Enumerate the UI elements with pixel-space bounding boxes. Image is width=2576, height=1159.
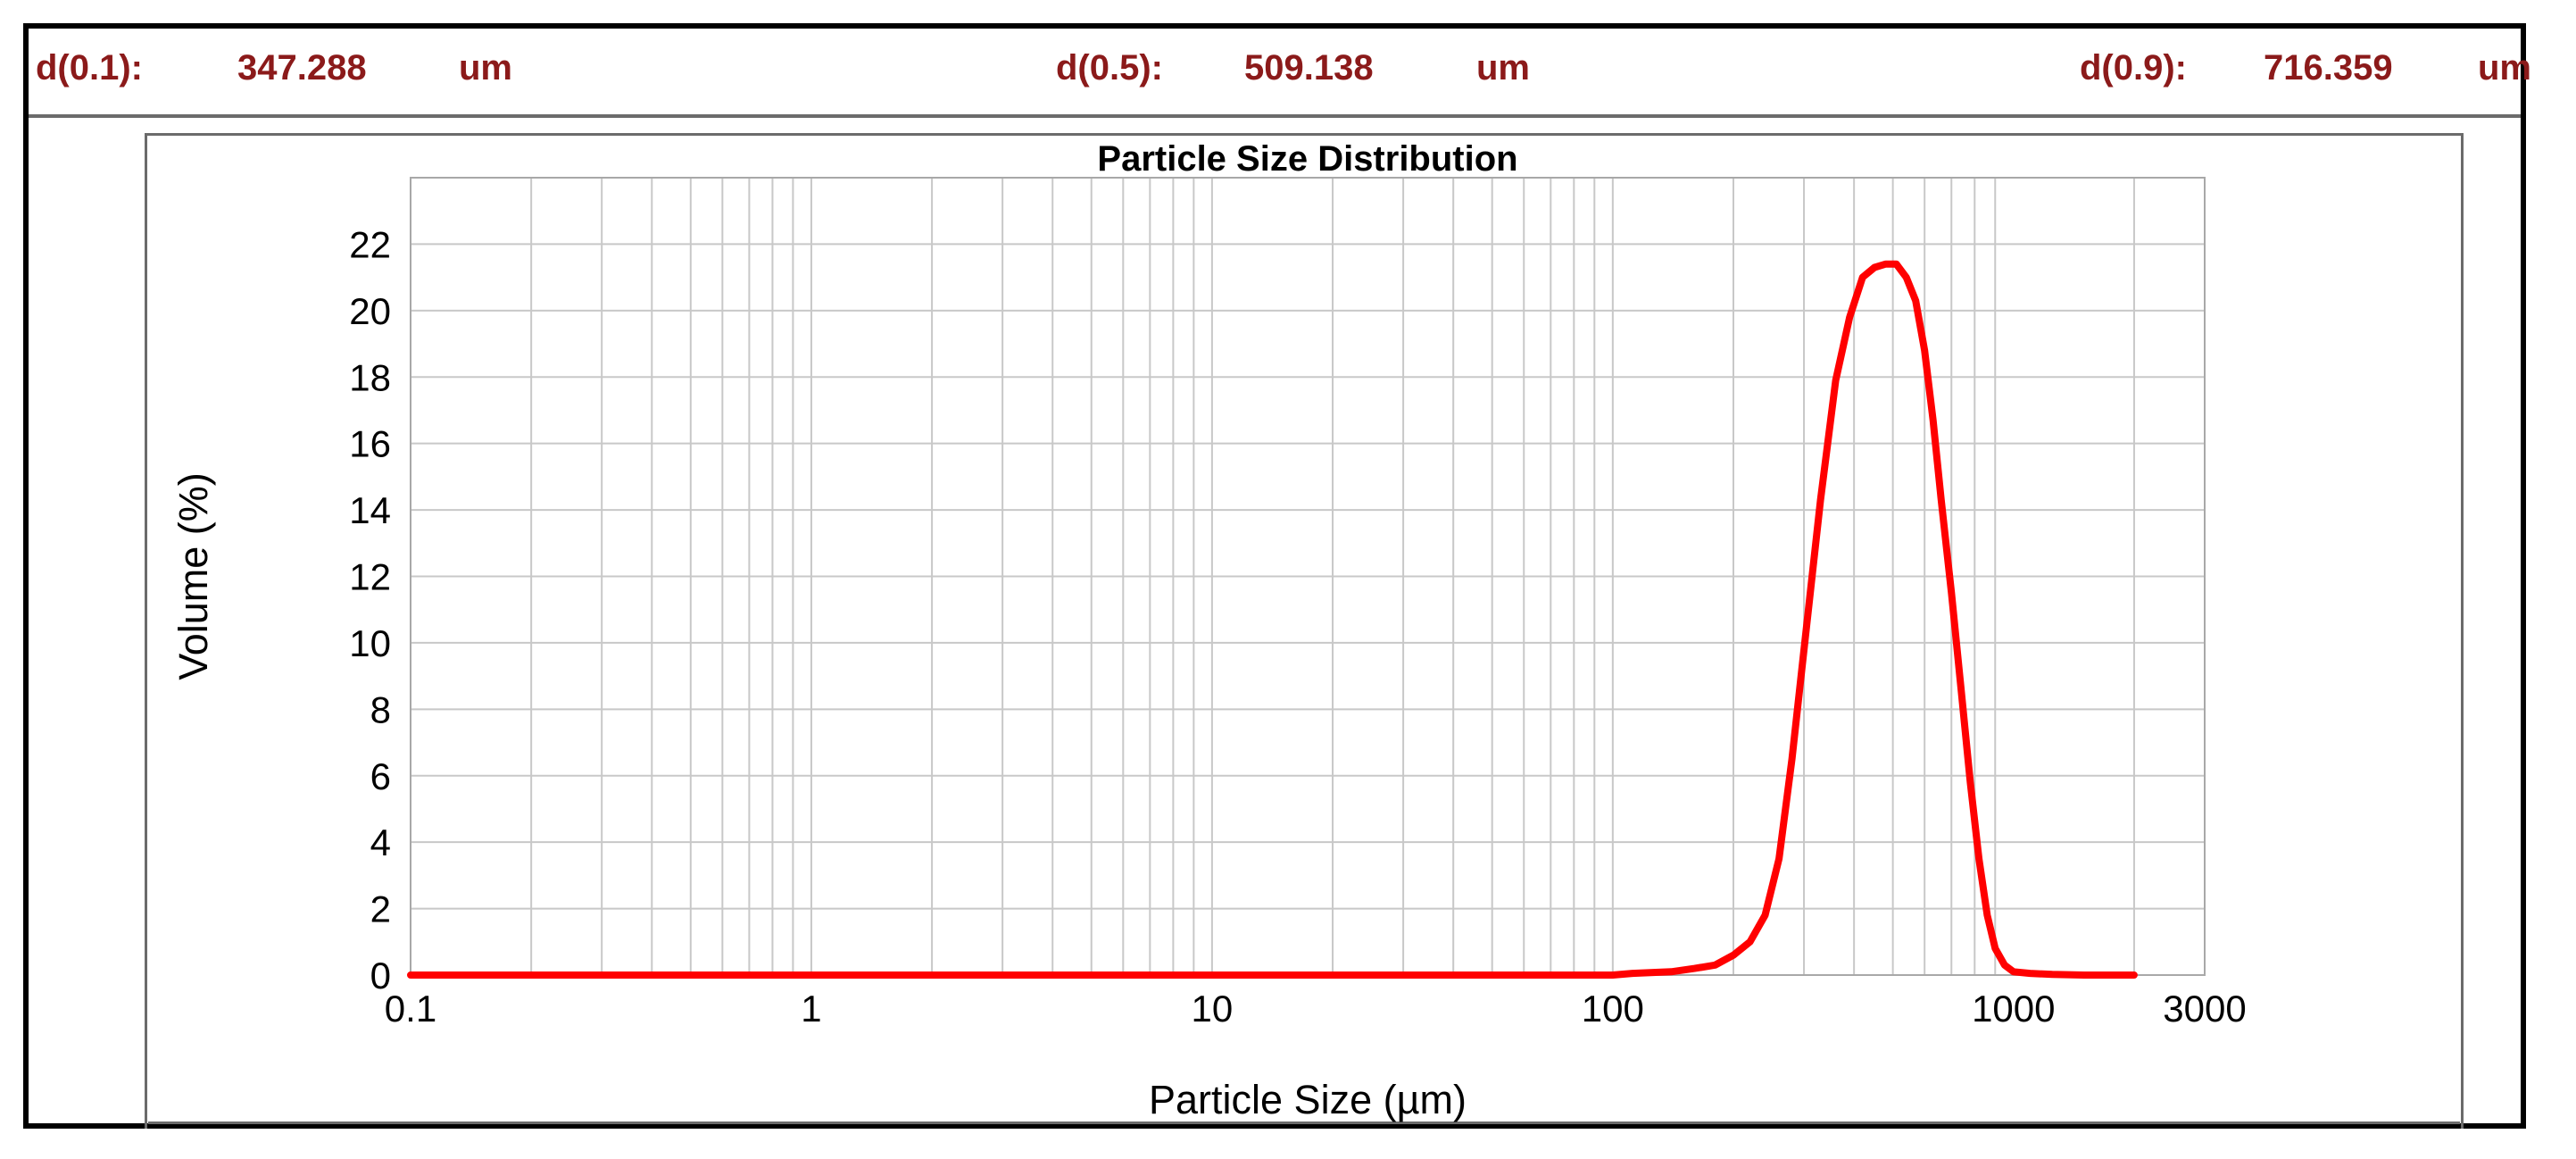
d50-unit: um <box>1476 48 1530 88</box>
d90-unit: um <box>2478 48 2531 88</box>
d50-value: 509.138 <box>1244 48 1374 88</box>
d10-unit: um <box>459 48 512 88</box>
y-tick-label: 0 <box>370 955 391 996</box>
y-tick-label: 14 <box>349 489 391 531</box>
y-tick-label: 12 <box>349 556 391 598</box>
chart-panel-bottom-rule <box>148 1121 2460 1124</box>
x-tick-label: 100 <box>1582 988 1644 1030</box>
y-tick-label: 10 <box>349 622 391 664</box>
y-axis-ticks: 0 2 4 6 8 10 12 14 16 18 20 22 <box>349 223 391 996</box>
report-frame: d(0.1): 347.288 um d(0.5): 509.138 um d(… <box>23 23 2531 1129</box>
y-tick-label: 18 <box>349 356 391 398</box>
x-tick-label: 1000 <box>1972 988 2055 1030</box>
chart-panel <box>145 133 2464 1129</box>
particle-size-chart: 0 2 4 6 8 10 12 14 16 18 20 22 0.1 1 10 100 1000 3000 Pa… <box>170 139 2247 1122</box>
x-tick-label: 3000 <box>2163 988 2246 1030</box>
y-tick-label: 16 <box>349 423 391 465</box>
y-tick-label: 2 <box>370 888 391 930</box>
chart-title: Particle Size Distribution <box>1097 139 1517 179</box>
x-tick-label: 10 <box>1192 988 1234 1030</box>
chart-grid <box>411 177 2205 975</box>
volume-distribution-line <box>407 260 2138 979</box>
y-tick-label: 6 <box>370 755 391 797</box>
y-tick-label: 4 <box>370 821 391 863</box>
d50-label: d(0.5): <box>1056 48 1163 88</box>
y-axis-label: Volume (%) <box>170 472 216 680</box>
d10-label: d(0.1): <box>36 48 143 88</box>
d90-value: 716.359 <box>2264 48 2393 88</box>
x-tick-label: 0.1 <box>385 988 436 1030</box>
y-tick-label: 8 <box>370 688 391 730</box>
d90-label: d(0.9): <box>2080 48 2187 88</box>
d10-value: 347.288 <box>237 48 367 88</box>
y-tick-label: 22 <box>349 223 391 265</box>
x-tick-label: 1 <box>801 988 821 1030</box>
series-group <box>407 260 2138 979</box>
y-tick-label: 20 <box>349 290 391 332</box>
percentile-stats-bar: d(0.1): 347.288 um d(0.5): 509.138 um d(… <box>29 29 2531 118</box>
x-axis-ticks: 0.1 1 10 100 1000 3000 <box>385 988 2247 1030</box>
x-axis-label: Particle Size (µm) <box>1149 1077 1467 1122</box>
